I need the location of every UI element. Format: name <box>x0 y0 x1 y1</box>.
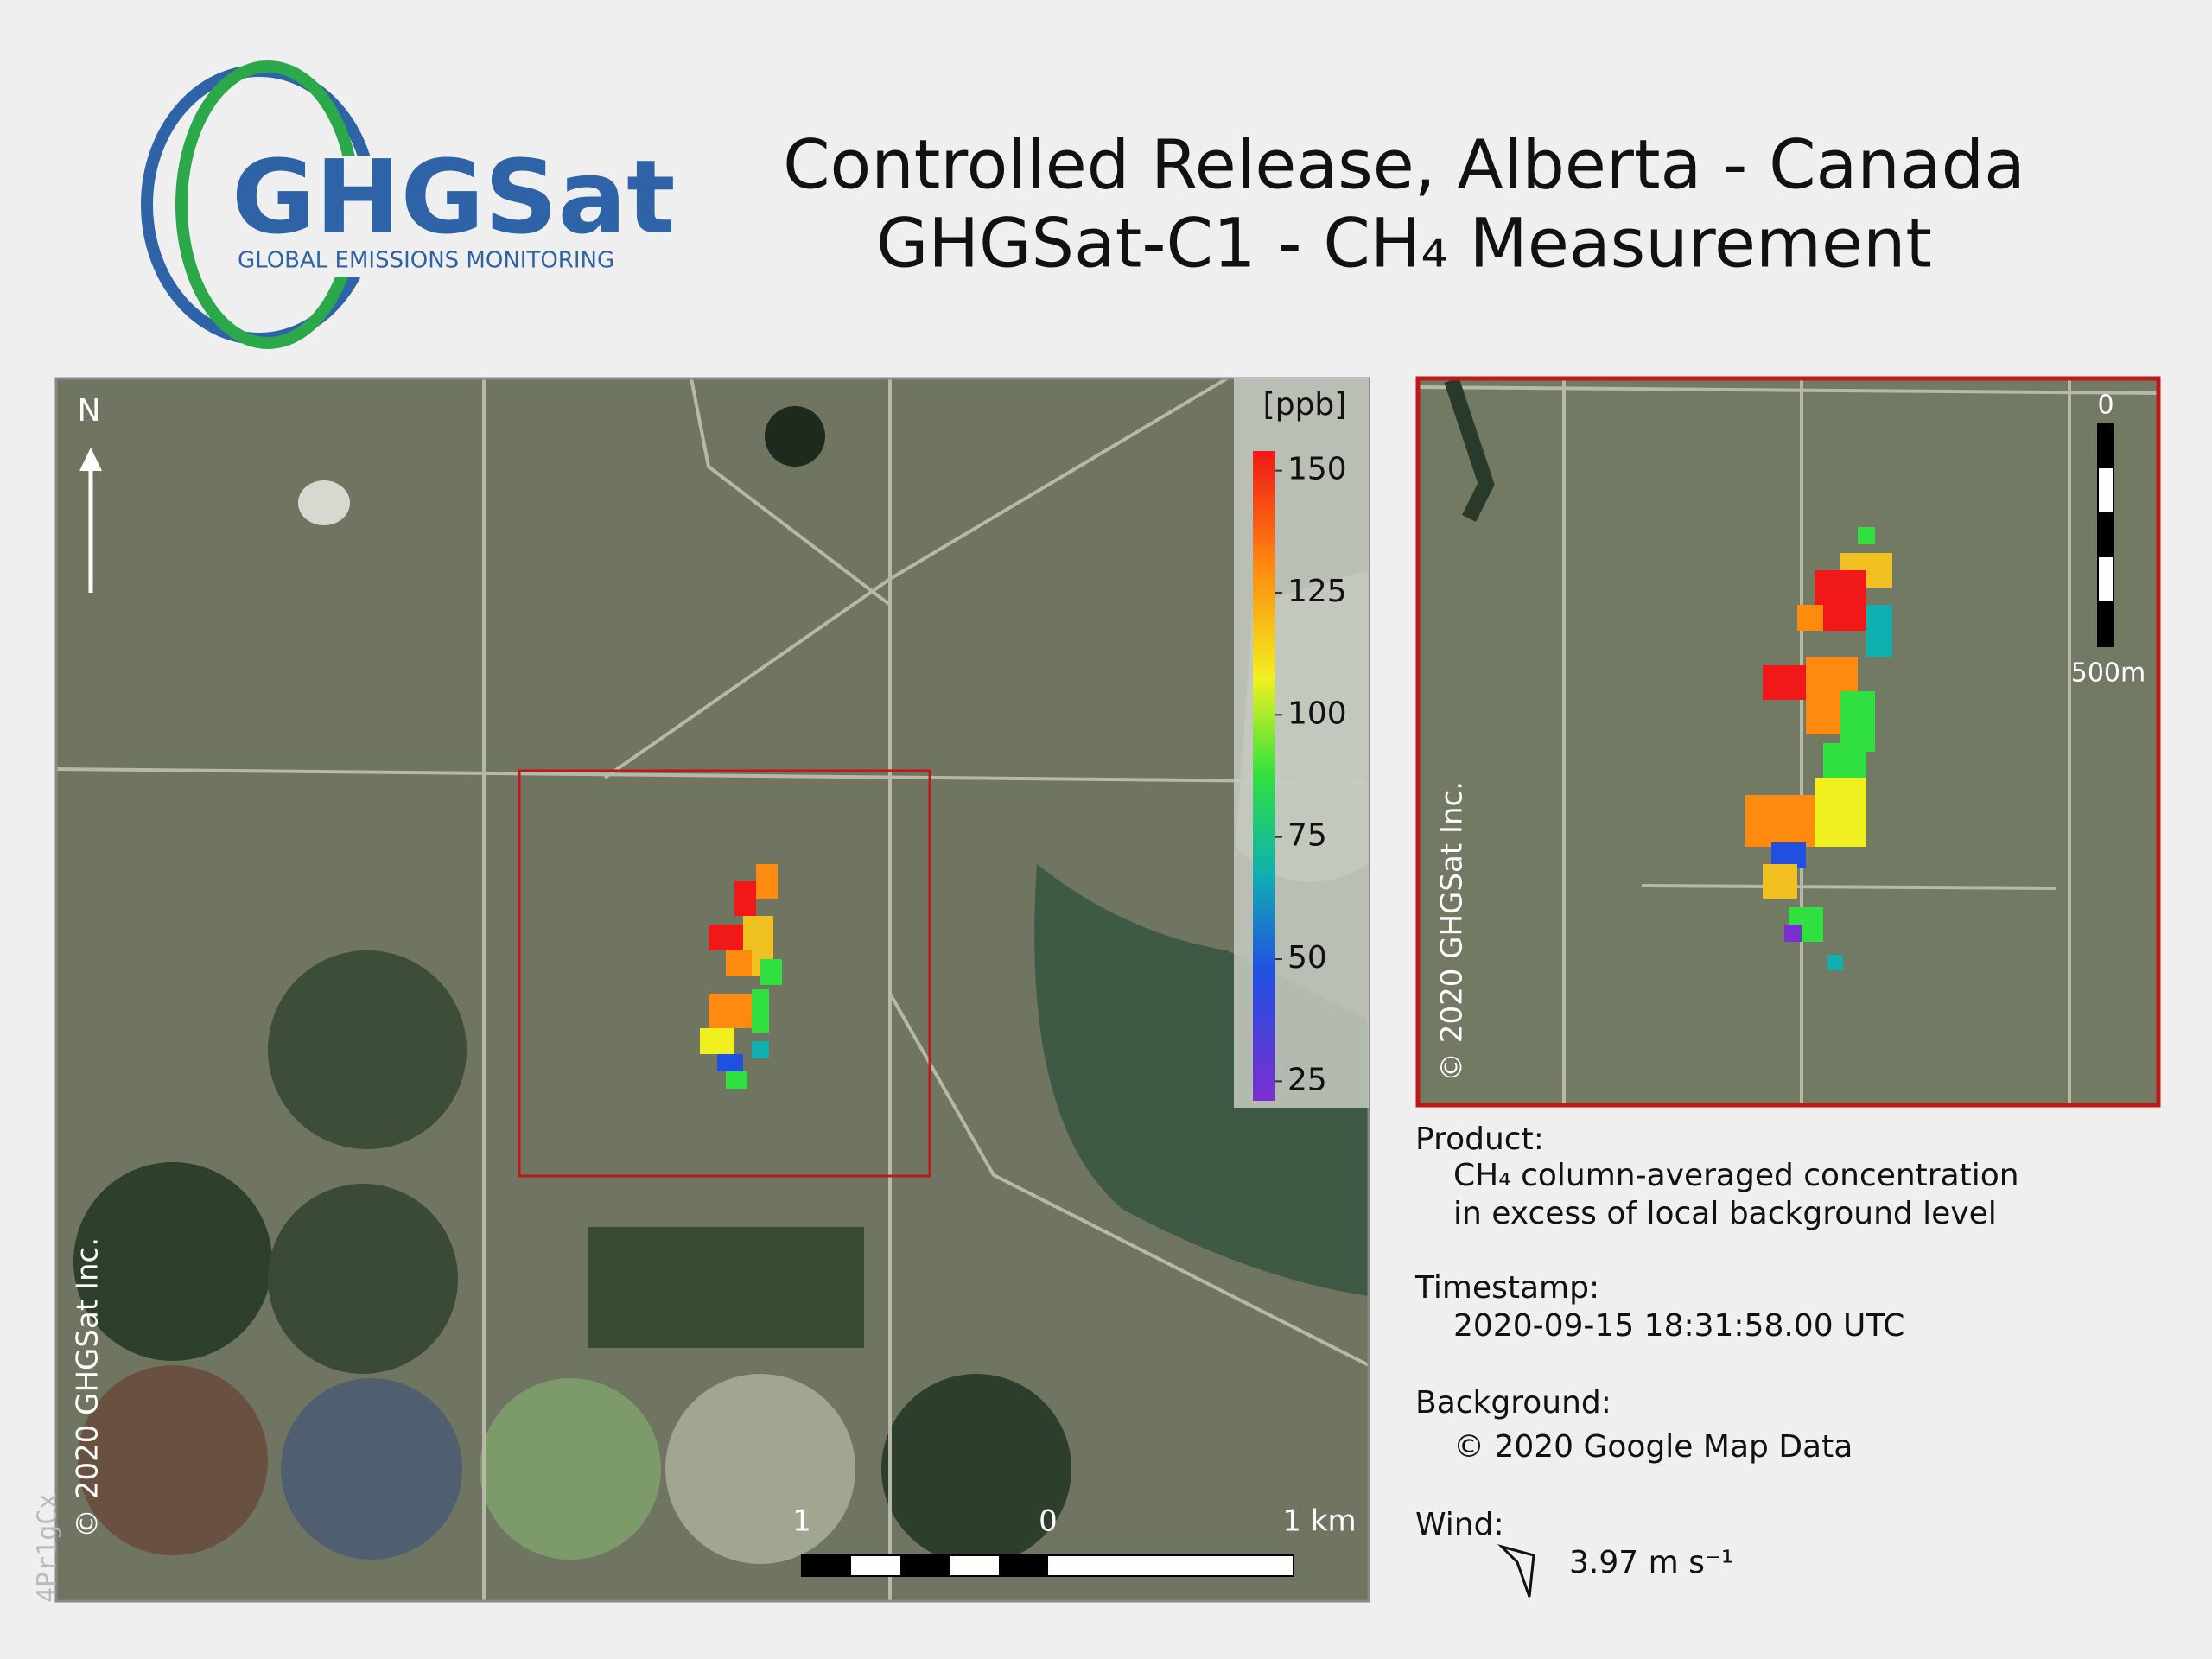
info-text: in excess of local background level <box>1453 1196 1997 1231</box>
info-label: Background: <box>1415 1385 1611 1421</box>
colorbar-tick-label: 50 <box>1287 940 1327 976</box>
wind-speed: 3.97 m s⁻¹ <box>1569 1545 1733 1580</box>
scale-label: 0 <box>1039 1504 1058 1539</box>
info-text: © 2020 Google Map Data <box>1453 1429 1853 1465</box>
map-copyright: © 2020 GHGSat Inc. <box>71 1237 105 1538</box>
scale-label: 1 km <box>1282 1504 1356 1539</box>
plume <box>700 864 782 1089</box>
logo-tagline: GLOBAL EMISSIONS MONITORING <box>238 248 614 274</box>
wind-arrow <box>1497 1544 1535 1598</box>
inset-scale-label: 0 <box>2097 391 2113 421</box>
logo: GHGSat GLOBAL EMISSIONS MONITORING <box>141 60 675 349</box>
logo-name: GHGSat <box>232 137 675 257</box>
watermark: 4Pr1gCx <box>33 1494 63 1603</box>
satellite-map <box>56 378 1369 1601</box>
colorbar <box>1253 451 1275 1101</box>
colorbar-tick-label: 25 <box>1287 1062 1327 1097</box>
inset-scale-bar <box>2097 423 2114 647</box>
colorbar-tick-label: 75 <box>1287 818 1327 854</box>
colorbar-tick-label: 100 <box>1287 696 1347 731</box>
colorbar-unit: [ppb] <box>1263 387 1347 423</box>
inset-outline <box>518 769 931 1178</box>
title: Controlled Release, Alberta - Canada <box>783 126 2025 204</box>
scale-bar <box>801 1554 1294 1577</box>
north-label: N <box>78 393 101 429</box>
inset-map <box>1418 378 2158 1105</box>
colorbar-tick-label: 125 <box>1287 574 1347 609</box>
title: GHGSat-C1 - CH₄ Measurement <box>876 205 1932 283</box>
info-text: CH₄ column-averaged concentration <box>1453 1158 2019 1193</box>
north-arrowhead <box>79 448 102 471</box>
inset-plume <box>1745 527 1892 970</box>
scale-label: 1 <box>792 1504 811 1539</box>
info-label: Timestamp: <box>1414 1270 1599 1306</box>
colorbar-tick-label: 150 <box>1287 452 1347 487</box>
inset-copyright: © 2020 GHGSat Inc. <box>1435 781 1470 1082</box>
info-label: Product: <box>1415 1122 1544 1157</box>
inset-frame <box>1415 376 2161 1108</box>
inset-scale-label: 500m <box>2071 658 2145 689</box>
info-text: 2020-09-15 18:31:58.00 UTC <box>1453 1308 1904 1344</box>
info-label: Wind: <box>1415 1507 1504 1542</box>
